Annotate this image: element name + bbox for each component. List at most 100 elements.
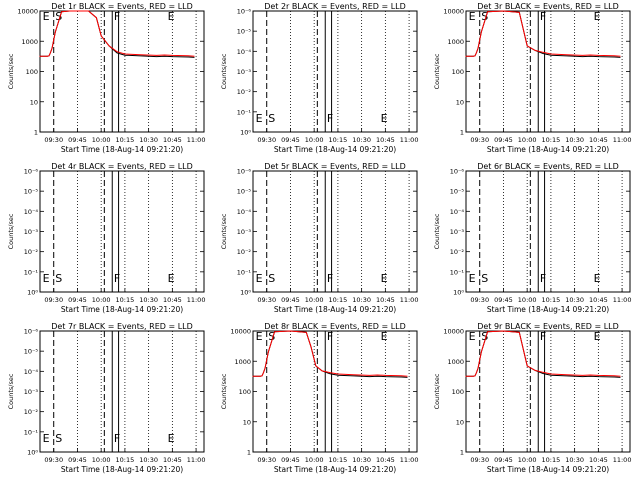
- lld-series-line: [39, 10, 195, 57]
- region-label: E: [43, 432, 50, 445]
- x-tick-label: 10:30: [139, 456, 158, 464]
- region-label: E: [469, 330, 476, 343]
- x-tick-label: 09:30: [470, 456, 489, 464]
- x-tick-label: 10:30: [352, 456, 371, 464]
- y-tick-label: 10⁻⁵: [237, 28, 252, 36]
- x-tick-label: 10:00: [518, 296, 537, 304]
- y-tick-label: 1: [460, 129, 464, 137]
- x-axis-label: Start Time (18-Aug-14 09:21:20): [487, 145, 609, 154]
- y-tick-label: 10⁻²: [237, 88, 252, 96]
- region-label: F: [327, 272, 333, 285]
- region-label: E: [469, 272, 476, 285]
- lld-series-line: [465, 330, 621, 377]
- x-tick-label: 10:00: [518, 136, 537, 144]
- y-tick-label: 1000: [21, 38, 38, 46]
- x-tick-label: 10:15: [542, 296, 561, 304]
- region-label: E: [381, 330, 388, 343]
- y-axis-label: Counts/sec: [220, 373, 228, 409]
- x-tick-label: 10:15: [542, 136, 561, 144]
- y-tick-label: 10: [30, 98, 38, 106]
- x-tick-label: 09:45: [281, 296, 300, 304]
- y-tick-label: 1000: [447, 38, 464, 46]
- y-tick-label: 10⁻⁵: [24, 348, 39, 356]
- x-tick-label: 10:45: [376, 136, 395, 144]
- x-tick-label: 09:45: [68, 456, 87, 464]
- y-tick-label: 1: [460, 449, 464, 457]
- y-tick-label: 10⁻⁶: [450, 168, 465, 176]
- y-tick-label: 10⁻¹: [24, 268, 39, 276]
- x-tick-label: 10:30: [352, 136, 371, 144]
- y-tick-label: 10⁻⁴: [24, 368, 39, 376]
- x-tick-label: 11:00: [400, 296, 419, 304]
- y-tick-label: 10⁻⁵: [450, 188, 465, 196]
- region-label: F: [114, 10, 120, 23]
- chart-panel-1: Det 1r BLACK = Events, RED = LLD Counts/s…: [7, 2, 205, 154]
- region-label: F: [114, 432, 120, 445]
- y-tick-label: 100: [239, 388, 251, 396]
- y-axis-label: Counts/sec: [220, 213, 228, 249]
- region-label: E: [594, 10, 601, 23]
- x-tick-label: 11:00: [400, 136, 419, 144]
- chart-title: Det 1r BLACK = Events, RED = LLD: [51, 2, 193, 11]
- y-tick-label: 10000: [443, 328, 464, 336]
- region-label: F: [327, 112, 333, 125]
- plot-frame: [39, 330, 205, 453]
- chart-panel-5: Det 5r BLACK = Events, RED = LLD Counts/s…: [220, 162, 418, 314]
- region-label: E: [256, 330, 263, 343]
- chart-title: Det 2r BLACK = Events, RED = LLD: [264, 2, 406, 11]
- x-axis-label: Start Time (18-Aug-14 09:21:20): [487, 305, 609, 314]
- region-label: E: [594, 330, 601, 343]
- y-tick-label: 10⁻¹: [450, 268, 465, 276]
- x-tick-label: 11:00: [187, 136, 206, 144]
- x-tick-label: 11:00: [613, 296, 632, 304]
- x-tick-label: 11:00: [400, 456, 419, 464]
- y-tick-label: 10000: [230, 328, 251, 336]
- chart-panel-2: Det 2r BLACK = Events, RED = LLD Counts/s…: [220, 2, 418, 154]
- region-label: S: [481, 10, 488, 23]
- y-tick-label: 1000: [447, 358, 464, 366]
- y-tick-label: 10000: [17, 8, 38, 16]
- region-label: E: [168, 10, 175, 23]
- x-tick-label: 10:45: [163, 456, 182, 464]
- y-axis-label: Counts/sec: [220, 53, 228, 89]
- x-axis-label: Start Time (18-Aug-14 09:21:20): [61, 145, 183, 154]
- region-label: E: [168, 272, 175, 285]
- y-tick-label: 10: [456, 418, 464, 426]
- chart-title: Det 8r BLACK = Events, RED = LLD: [264, 322, 406, 331]
- chart-panel-9: Det 9r BLACK = Events, RED = LLD Counts/s…: [433, 322, 631, 474]
- region-label: F: [327, 330, 333, 343]
- chart-panel-4: Det 4r BLACK = Events, RED = LLD Counts/s…: [7, 162, 205, 314]
- x-tick-label: 11:00: [613, 456, 632, 464]
- y-axis-label: Counts/sec: [433, 213, 441, 249]
- x-tick-label: 10:15: [542, 456, 561, 464]
- chart-panel-8: Det 8r BLACK = Events, RED = LLD Counts/s…: [220, 322, 418, 474]
- x-tick-label: 10:45: [589, 456, 608, 464]
- region-label: E: [381, 272, 388, 285]
- region-label: S: [268, 330, 275, 343]
- y-tick-label: 10⁻²: [237, 248, 252, 256]
- plot-frame: [39, 170, 205, 293]
- region-label: E: [168, 432, 175, 445]
- x-tick-label: 10:15: [329, 296, 348, 304]
- y-axis-label: Counts/sec: [7, 53, 15, 89]
- plot-frame: [252, 330, 418, 453]
- x-tick-label: 10:45: [163, 136, 182, 144]
- y-tick-label: 10⁰: [453, 289, 464, 297]
- x-axis-label: Start Time (18-Aug-14 09:21:20): [274, 145, 396, 154]
- y-tick-label: 10⁻⁶: [24, 168, 39, 176]
- y-tick-label: 1000: [234, 358, 251, 366]
- x-tick-label: 10:45: [376, 296, 395, 304]
- x-tick-label: 09:45: [494, 456, 513, 464]
- y-tick-label: 10⁻⁶: [237, 168, 252, 176]
- x-tick-label: 09:45: [494, 296, 513, 304]
- region-label: S: [268, 272, 275, 285]
- x-tick-label: 09:45: [68, 296, 87, 304]
- x-tick-label: 09:30: [257, 296, 276, 304]
- x-tick-label: 09:30: [470, 296, 489, 304]
- x-axis-label: Start Time (18-Aug-14 09:21:20): [487, 465, 609, 474]
- region-label: E: [256, 272, 263, 285]
- y-tick-label: 10⁻¹: [24, 428, 39, 436]
- x-axis-label: Start Time (18-Aug-14 09:21:20): [274, 305, 396, 314]
- y-tick-label: 10⁻³: [24, 388, 39, 396]
- x-tick-label: 10:30: [565, 136, 584, 144]
